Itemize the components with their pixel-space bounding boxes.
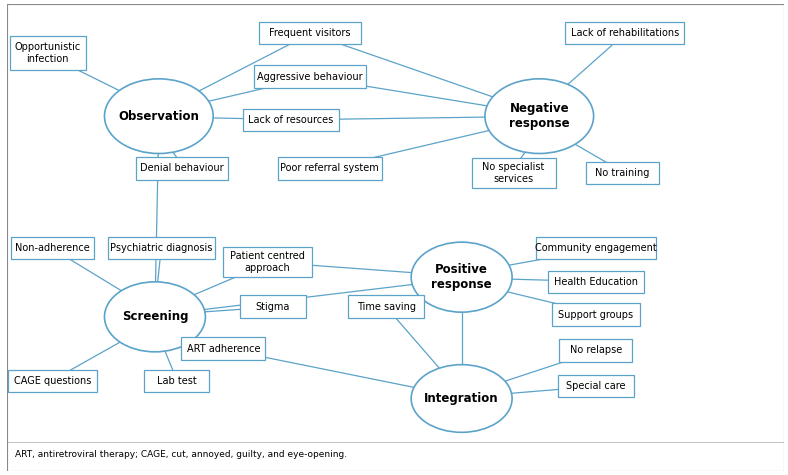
Text: Screening: Screening: [121, 310, 188, 323]
FancyBboxPatch shape: [181, 337, 266, 360]
Text: Stigma: Stigma: [256, 302, 290, 312]
FancyBboxPatch shape: [240, 295, 306, 318]
Text: Patient centred
approach: Patient centred approach: [230, 251, 305, 273]
Ellipse shape: [411, 242, 512, 312]
Text: Negative
response: Negative response: [509, 102, 570, 130]
FancyBboxPatch shape: [108, 237, 215, 259]
FancyBboxPatch shape: [259, 22, 361, 44]
Text: Lack of resources: Lack of resources: [248, 115, 333, 125]
Text: Lab test: Lab test: [157, 376, 196, 386]
Text: CAGE questions: CAGE questions: [13, 376, 91, 386]
FancyBboxPatch shape: [559, 339, 633, 361]
FancyBboxPatch shape: [558, 375, 634, 397]
Text: Time saving: Time saving: [357, 302, 416, 312]
Text: No relapse: No relapse: [570, 345, 622, 355]
FancyBboxPatch shape: [348, 295, 425, 318]
Text: Denial behaviour: Denial behaviour: [140, 163, 224, 173]
Ellipse shape: [411, 365, 512, 432]
FancyBboxPatch shape: [136, 157, 228, 180]
FancyBboxPatch shape: [548, 271, 644, 293]
FancyBboxPatch shape: [472, 158, 556, 188]
Text: ART adherence: ART adherence: [187, 343, 260, 353]
Ellipse shape: [485, 79, 593, 153]
Text: Frequent visitors: Frequent visitors: [269, 28, 351, 38]
Text: Integration: Integration: [424, 392, 499, 405]
Ellipse shape: [105, 79, 214, 153]
Text: Positive
response: Positive response: [431, 263, 492, 291]
Text: Support groups: Support groups: [559, 310, 634, 320]
FancyBboxPatch shape: [8, 370, 97, 392]
FancyBboxPatch shape: [223, 247, 312, 277]
Text: Non-adherence: Non-adherence: [15, 243, 90, 253]
FancyBboxPatch shape: [10, 237, 95, 259]
FancyBboxPatch shape: [585, 162, 659, 184]
FancyBboxPatch shape: [552, 304, 640, 326]
Text: Poor referral system: Poor referral system: [281, 163, 379, 173]
Text: No specialist
services: No specialist services: [482, 162, 545, 184]
Text: Opportunistic
infection: Opportunistic infection: [15, 42, 81, 64]
Ellipse shape: [105, 282, 206, 352]
Text: Aggressive behaviour: Aggressive behaviour: [258, 72, 363, 82]
FancyBboxPatch shape: [243, 109, 339, 131]
FancyBboxPatch shape: [144, 370, 210, 392]
FancyBboxPatch shape: [536, 237, 656, 259]
Text: Psychiatric diagnosis: Psychiatric diagnosis: [110, 243, 212, 253]
FancyBboxPatch shape: [9, 36, 86, 70]
Text: Health Education: Health Education: [554, 277, 638, 287]
Text: No training: No training: [595, 168, 649, 178]
Text: Community engagement: Community engagement: [535, 243, 657, 253]
Text: Lack of rehabilitations: Lack of rehabilitations: [571, 28, 678, 38]
Text: Observation: Observation: [118, 110, 199, 123]
FancyBboxPatch shape: [277, 157, 381, 180]
Text: Special care: Special care: [567, 381, 626, 391]
FancyBboxPatch shape: [565, 22, 685, 44]
Text: ART, antiretroviral therapy; CAGE, cut, annoyed, guilty, and eye-opening.: ART, antiretroviral therapy; CAGE, cut, …: [15, 450, 348, 459]
FancyBboxPatch shape: [255, 65, 366, 88]
